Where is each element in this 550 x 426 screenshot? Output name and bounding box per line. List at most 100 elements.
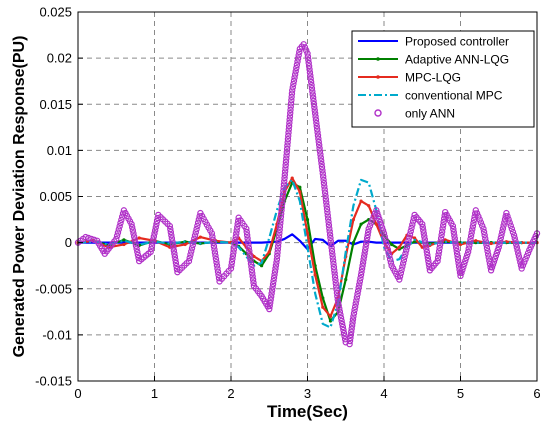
data-point (348, 322, 356, 329)
data-point (468, 229, 475, 236)
data-point (171, 253, 179, 260)
data-point (508, 225, 516, 233)
data-point (355, 284, 362, 291)
data-point (326, 225, 333, 232)
data-point (327, 234, 334, 242)
legend-item: only ANN (374, 107, 455, 121)
data-point (462, 257, 469, 265)
data-point (192, 229, 200, 236)
data-point (422, 242, 430, 249)
data-point (354, 290, 361, 298)
data-point (347, 331, 355, 339)
data-point (308, 81, 315, 89)
data-point (379, 227, 387, 234)
data-point (398, 266, 405, 274)
data-point (386, 256, 394, 263)
data-point (282, 158, 290, 166)
data-point (267, 250, 271, 254)
data-point (482, 235, 489, 242)
data-point (248, 266, 256, 274)
data-point (518, 265, 525, 272)
data-point (190, 238, 197, 246)
data-point (233, 227, 240, 234)
data-point (360, 253, 368, 260)
legend-item: Proposed controller (358, 35, 509, 49)
data-point (463, 251, 471, 259)
data-point (329, 254, 336, 261)
data-point (170, 244, 177, 251)
data-point (278, 207, 285, 214)
data-point (151, 227, 159, 234)
data-point (152, 224, 159, 231)
data-point (338, 317, 345, 325)
data-point (227, 265, 235, 272)
data-point (455, 263, 463, 270)
data-point (321, 186, 328, 193)
data-point (313, 273, 317, 277)
data-point (270, 274, 278, 282)
y-tick-label: 0.01 (47, 143, 72, 158)
data-point (319, 170, 326, 177)
data-point (357, 271, 365, 279)
data-point (213, 258, 220, 266)
data-point (359, 259, 367, 266)
data-point (359, 199, 363, 203)
data-point (400, 256, 408, 264)
data-point (131, 236, 138, 243)
y-tick-label: 0.005 (39, 189, 72, 204)
data-point (274, 246, 282, 253)
data-point (437, 238, 444, 245)
data-point (151, 230, 158, 237)
data-point (497, 234, 505, 242)
legend-box (351, 30, 535, 128)
data-point (328, 319, 333, 323)
data-point (232, 236, 239, 244)
data-point (438, 228, 446, 235)
data-point (289, 87, 296, 94)
data-point (194, 222, 201, 230)
data-point (281, 178, 288, 185)
data-point (467, 232, 475, 240)
data-point (284, 142, 291, 149)
data-point (474, 239, 478, 243)
data-point (469, 223, 477, 230)
data-point (332, 276, 339, 284)
data-point (339, 323, 347, 331)
data-point (463, 254, 470, 262)
data-point (333, 286, 340, 293)
data-point (326, 228, 333, 235)
data-point (209, 236, 217, 243)
data-point (277, 213, 285, 221)
data-point (333, 289, 341, 297)
data-point (249, 276, 257, 283)
data-point (466, 239, 474, 246)
data-point (113, 232, 121, 239)
data-point (243, 231, 251, 239)
data-point (284, 139, 291, 146)
data-point (506, 219, 513, 226)
data-point (320, 179, 328, 187)
x-tick-label: 2 (227, 386, 234, 401)
data-point (298, 190, 302, 194)
data-point (285, 122, 293, 130)
data-point (439, 222, 447, 229)
data-point (280, 181, 288, 188)
data-point (318, 163, 326, 171)
data-point (487, 267, 495, 274)
data-point (318, 160, 325, 168)
data-point (376, 215, 383, 223)
data-point (287, 106, 294, 114)
data-point (329, 257, 337, 264)
data-point (230, 249, 237, 256)
data-point (460, 263, 467, 271)
data-point (212, 252, 219, 259)
data-point (245, 244, 253, 252)
y-tick-label: -0.01 (42, 327, 72, 342)
data-point (315, 135, 322, 142)
data-point (307, 78, 315, 86)
data-point (114, 229, 122, 236)
data-point (329, 250, 336, 258)
data-point (313, 122, 320, 130)
data-point (294, 55, 302, 62)
